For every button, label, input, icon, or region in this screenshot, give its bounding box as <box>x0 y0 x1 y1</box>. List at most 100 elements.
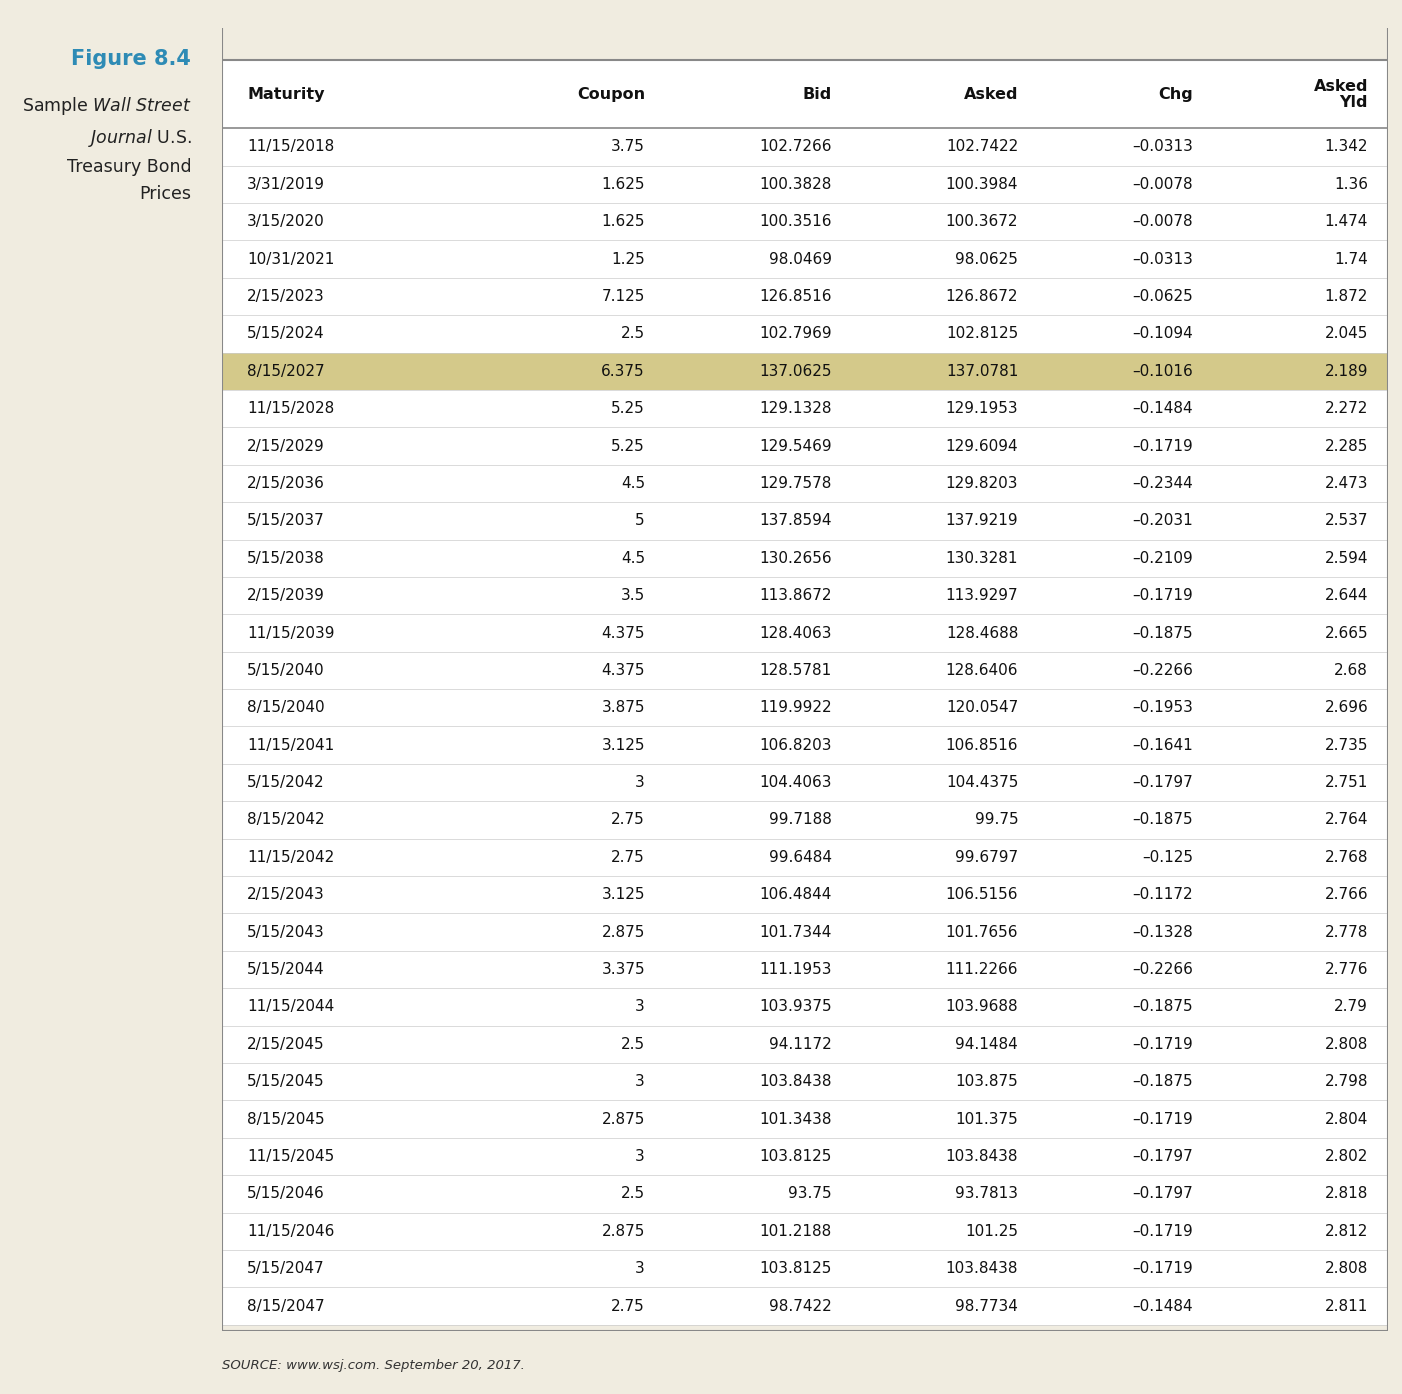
Text: 98.7422: 98.7422 <box>768 1299 831 1313</box>
Text: 98.0469: 98.0469 <box>768 251 831 266</box>
Text: 130.3281: 130.3281 <box>946 551 1018 566</box>
Text: 5/15/2047: 5/15/2047 <box>247 1262 325 1276</box>
Text: 11/15/2028: 11/15/2028 <box>247 401 335 417</box>
Text: –0.125: –0.125 <box>1143 850 1193 864</box>
Text: 103.8125: 103.8125 <box>760 1262 831 1276</box>
Text: 2.798: 2.798 <box>1325 1075 1368 1089</box>
Text: 2.189: 2.189 <box>1325 364 1368 379</box>
Text: 128.4063: 128.4063 <box>758 626 831 640</box>
Text: 2.045: 2.045 <box>1325 326 1368 342</box>
Bar <box>222 689 1388 726</box>
Text: 3: 3 <box>635 775 645 790</box>
Text: 11/15/2041: 11/15/2041 <box>247 737 335 753</box>
Text: –0.1172: –0.1172 <box>1133 887 1193 902</box>
Bar <box>222 539 1388 577</box>
Text: 5.25: 5.25 <box>611 439 645 453</box>
Text: 2.875: 2.875 <box>601 1111 645 1126</box>
Text: 8/15/2027: 8/15/2027 <box>247 364 325 379</box>
Bar <box>222 128 1388 166</box>
Text: 103.8125: 103.8125 <box>760 1149 831 1164</box>
Text: 100.3828: 100.3828 <box>760 177 831 192</box>
Text: 2.75: 2.75 <box>611 1299 645 1313</box>
Text: 2.285: 2.285 <box>1325 439 1368 453</box>
Text: 106.4844: 106.4844 <box>760 887 831 902</box>
Text: 2.802: 2.802 <box>1325 1149 1368 1164</box>
Text: 3.375: 3.375 <box>601 962 645 977</box>
Text: 2.808: 2.808 <box>1325 1037 1368 1052</box>
Text: 8/15/2042: 8/15/2042 <box>247 813 325 828</box>
Text: –0.1875: –0.1875 <box>1133 626 1193 640</box>
Text: 130.2656: 130.2656 <box>758 551 831 566</box>
Text: 113.9297: 113.9297 <box>945 588 1018 604</box>
Text: 2/15/2039: 2/15/2039 <box>247 588 325 604</box>
Text: 104.4063: 104.4063 <box>758 775 831 790</box>
Bar <box>222 615 1388 652</box>
Text: 5/15/2024: 5/15/2024 <box>247 326 325 342</box>
Text: –0.1719: –0.1719 <box>1133 588 1193 604</box>
Text: 4.5: 4.5 <box>621 475 645 491</box>
Text: 2.68: 2.68 <box>1335 664 1368 677</box>
Text: 101.7656: 101.7656 <box>946 924 1018 940</box>
Text: –0.2266: –0.2266 <box>1133 962 1193 977</box>
Bar <box>222 428 1388 464</box>
Text: 3.125: 3.125 <box>601 737 645 753</box>
Text: –0.1875: –0.1875 <box>1133 813 1193 828</box>
Text: Chg: Chg <box>1158 86 1193 102</box>
Text: 2.735: 2.735 <box>1325 737 1368 753</box>
Text: 111.1953: 111.1953 <box>758 962 831 977</box>
Text: 2.778: 2.778 <box>1325 924 1368 940</box>
Text: 100.3672: 100.3672 <box>946 215 1018 229</box>
Text: 104.4375: 104.4375 <box>946 775 1018 790</box>
Text: 11/15/2039: 11/15/2039 <box>247 626 335 640</box>
Bar <box>222 1138 1388 1175</box>
Text: 102.7266: 102.7266 <box>758 139 831 155</box>
Text: 1.342: 1.342 <box>1325 139 1368 155</box>
Text: 120.0547: 120.0547 <box>946 700 1018 715</box>
Text: 2.812: 2.812 <box>1325 1224 1368 1239</box>
Text: 5/15/2037: 5/15/2037 <box>247 513 325 528</box>
Bar <box>222 652 1388 689</box>
Bar <box>222 315 1388 353</box>
Text: 3: 3 <box>635 1149 645 1164</box>
Text: Asked: Asked <box>963 86 1018 102</box>
Text: 2/15/2045: 2/15/2045 <box>247 1037 325 1052</box>
Text: 3: 3 <box>635 999 645 1015</box>
Text: 106.8516: 106.8516 <box>946 737 1018 753</box>
Text: 98.7734: 98.7734 <box>955 1299 1018 1313</box>
Text: 1.474: 1.474 <box>1325 215 1368 229</box>
Bar <box>222 60 1388 128</box>
Text: –0.1016: –0.1016 <box>1133 364 1193 379</box>
Text: 2/15/2029: 2/15/2029 <box>247 439 325 453</box>
Text: –0.1719: –0.1719 <box>1133 1111 1193 1126</box>
Text: 2.764: 2.764 <box>1325 813 1368 828</box>
Text: SOURCE: www.wsj.com. September 20, 2017.: SOURCE: www.wsj.com. September 20, 2017. <box>222 1359 524 1372</box>
Bar <box>222 988 1388 1026</box>
Bar <box>222 204 1388 240</box>
Text: 2/15/2043: 2/15/2043 <box>247 887 325 902</box>
Text: 2.644: 2.644 <box>1325 588 1368 604</box>
Text: 2.751: 2.751 <box>1325 775 1368 790</box>
Text: 5/15/2038: 5/15/2038 <box>247 551 325 566</box>
Text: Asked
Yld: Asked Yld <box>1314 78 1368 110</box>
Text: –0.2344: –0.2344 <box>1133 475 1193 491</box>
Text: 4.375: 4.375 <box>601 664 645 677</box>
Text: 128.5781: 128.5781 <box>760 664 831 677</box>
Text: 129.7578: 129.7578 <box>760 475 831 491</box>
Bar <box>222 1026 1388 1064</box>
Bar <box>222 277 1388 315</box>
Text: 103.8438: 103.8438 <box>946 1149 1018 1164</box>
Bar <box>222 1175 1388 1213</box>
Text: 2.5: 2.5 <box>621 326 645 342</box>
Text: 101.7344: 101.7344 <box>760 924 831 940</box>
Text: 2.537: 2.537 <box>1325 513 1368 528</box>
Text: –0.2031: –0.2031 <box>1133 513 1193 528</box>
Text: –0.1484: –0.1484 <box>1133 401 1193 417</box>
Bar <box>222 839 1388 875</box>
Bar <box>222 502 1388 539</box>
Text: 5/15/2043: 5/15/2043 <box>247 924 325 940</box>
Text: Figure 8.4: Figure 8.4 <box>72 49 191 68</box>
Text: 2.766: 2.766 <box>1325 887 1368 902</box>
Text: 2.811: 2.811 <box>1325 1299 1368 1313</box>
Text: 5/15/2042: 5/15/2042 <box>247 775 325 790</box>
Text: Maturity: Maturity <box>247 86 325 102</box>
